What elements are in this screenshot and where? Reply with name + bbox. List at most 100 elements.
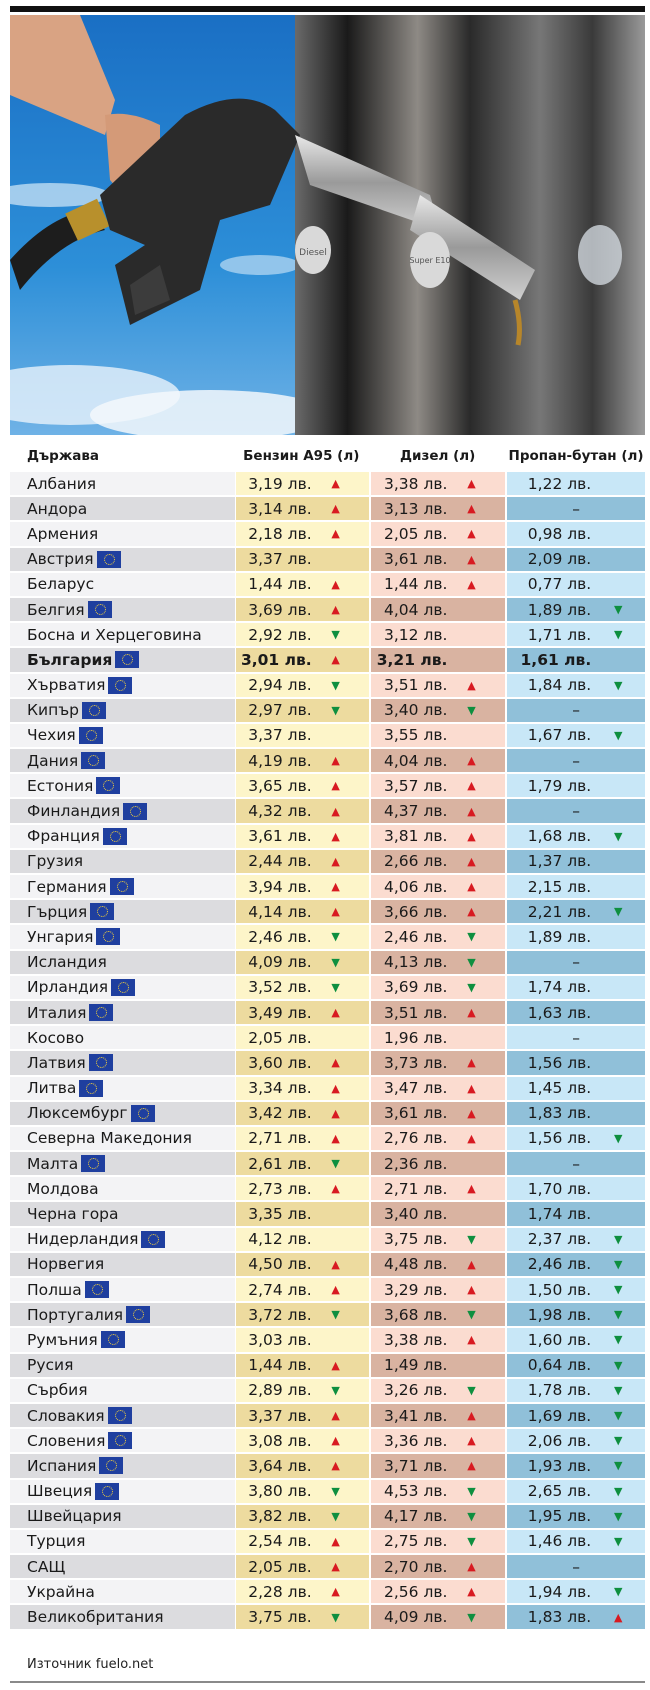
price-value: 2,61 лв. xyxy=(248,1154,312,1173)
lpg-price-cell: 2,09 лв. xyxy=(507,547,645,571)
country-cell: Полша xyxy=(10,1278,235,1302)
trend-up-icon: ▲ xyxy=(331,1434,340,1448)
price-value: 4,04 лв. xyxy=(384,600,448,619)
a95-price-cell: 2,05 лв. xyxy=(235,1026,370,1050)
trend-down-icon: ▼ xyxy=(613,1484,623,1498)
price-value: – xyxy=(572,1028,580,1047)
country-name: Нидерландия xyxy=(27,1230,139,1249)
trend-down-icon: ▼ xyxy=(613,1257,623,1271)
lpg-price-cell: 1,70 лв. xyxy=(507,1177,645,1201)
trend-down-icon: ▼ xyxy=(613,1585,623,1599)
price-value: 1,96 лв. xyxy=(384,1028,448,1047)
price-value: 2,89 лв. xyxy=(248,1381,312,1400)
trend-up-icon: ▲ xyxy=(331,477,340,491)
country-cell: Швеция xyxy=(10,1479,235,1503)
price-value: 3,69 лв. xyxy=(384,978,448,997)
trend-down-icon: ▼ xyxy=(613,628,623,642)
trend-down-icon: ▼ xyxy=(613,829,623,843)
lpg-price-cell: 2,46 лв. ▼ xyxy=(507,1252,645,1276)
diesel-price-cell: 3,41 лв. ▲ xyxy=(371,1403,506,1428)
price-value: 4,19 лв. xyxy=(248,751,312,770)
trend-down-icon: ▼ xyxy=(331,1610,340,1624)
price-value: 4,09 лв. xyxy=(384,1608,448,1627)
lpg-price-cell: 1,94 лв. ▼ xyxy=(507,1580,645,1604)
lpg-price-cell: 0,77 лв. xyxy=(507,572,645,596)
country-name: Дания xyxy=(27,751,79,770)
diesel-price-cell: 3,51 лв. ▲ xyxy=(371,1000,506,1025)
price-value: 2,36 лв. xyxy=(384,1154,448,1173)
trend-down-icon: ▼ xyxy=(467,1534,476,1548)
trend-down-icon: ▼ xyxy=(331,678,340,692)
price-value: 1,46 лв. xyxy=(527,1532,592,1551)
country-cell: Сърбия xyxy=(10,1378,235,1402)
price-value: 2,09 лв. xyxy=(527,550,592,569)
lpg-price-cell: 1,89 лв. ▼ xyxy=(507,597,645,622)
price-value: 2,28 лв. xyxy=(248,1582,312,1601)
a95-price-cell: 1,44 лв. ▲ xyxy=(235,572,370,596)
country-cell: Беларус xyxy=(10,572,235,596)
country-cell: Словения xyxy=(10,1429,235,1453)
price-value: 1,89 лв. xyxy=(527,927,592,946)
price-value: 2,46 лв. xyxy=(527,1255,592,1274)
table-row: Чехия 3,37 лв. 3,55 лв. 1,67 лв. ▼ xyxy=(10,721,645,748)
price-value: 3,68 лв. xyxy=(384,1305,448,1324)
a95-price-cell: 2,73 лв. ▲ xyxy=(235,1177,370,1201)
price-value: 3,80 лв. xyxy=(248,1482,312,1501)
country-cell: Латвия xyxy=(10,1051,235,1075)
price-value: 1,44 лв. xyxy=(248,1356,312,1375)
country-name: Литва xyxy=(27,1079,77,1098)
country-cell: Русия xyxy=(10,1353,235,1377)
header-diesel: Дизел (л) xyxy=(400,447,476,464)
price-value: 3,49 лв. xyxy=(248,1003,312,1022)
price-value: 3,42 лв. xyxy=(248,1104,312,1123)
a95-price-cell: 2,97 лв. ▼ xyxy=(235,698,370,722)
trend-up-icon: ▲ xyxy=(331,854,340,868)
price-value: 1,50 лв. xyxy=(527,1280,592,1299)
lpg-price-cell: 0,64 лв. ▼ xyxy=(507,1353,645,1377)
country-name: Словакия xyxy=(27,1406,105,1425)
trend-down-icon: ▼ xyxy=(613,1534,623,1548)
trend-down-icon: ▼ xyxy=(331,955,340,969)
trend-down-icon: ▼ xyxy=(613,1383,623,1397)
price-value: 1,22 лв. xyxy=(527,474,592,493)
price-value: 1,49 лв. xyxy=(384,1356,448,1375)
fuel-nozzle-photo: Diesel Super E10 xyxy=(10,15,645,435)
table-row: Норвегия 4,50 лв. ▲ 4,48 лв. ▲ 2,46 лв. ▼ xyxy=(10,1250,645,1276)
price-value: 1,44 лв. xyxy=(384,575,448,594)
country-cell: Турция xyxy=(10,1529,235,1554)
trend-up-icon: ▲ xyxy=(331,527,340,541)
lpg-price-cell: 1,83 лв. xyxy=(507,1101,645,1125)
trend-up-icon: ▲ xyxy=(331,1006,340,1020)
trend-up-icon: ▲ xyxy=(467,1006,476,1020)
price-value: 3,60 лв. xyxy=(248,1053,312,1072)
trend-down-icon: ▼ xyxy=(467,1509,476,1523)
country-cell: Гърция xyxy=(10,900,235,924)
price-value: 2,94 лв. xyxy=(248,676,312,695)
price-value: 3,37 лв. xyxy=(248,1406,312,1425)
price-value: 2,73 лв. xyxy=(248,1179,312,1198)
price-value: 3,26 лв. xyxy=(384,1381,448,1400)
price-value: 3,03 лв. xyxy=(248,1330,312,1349)
table-row: Косово 2,05 лв. 1,96 лв. – xyxy=(10,1024,645,1050)
price-value: 1,56 лв. xyxy=(527,1053,592,1072)
price-value: 4,06 лв. xyxy=(384,877,448,896)
country-name: Украйна xyxy=(27,1582,95,1601)
price-value: 1,69 лв. xyxy=(527,1406,592,1425)
price-value: 1,74 лв. xyxy=(527,1205,592,1224)
a95-price-cell: 4,12 лв. xyxy=(235,1227,370,1251)
diesel-price-cell: 3,13 лв. ▲ xyxy=(371,497,506,521)
diesel-price-cell: 4,37 лв. ▲ xyxy=(371,799,506,823)
price-value: 3,35 лв. xyxy=(248,1205,312,1224)
country-name: Франция xyxy=(27,827,100,846)
price-value: 1,67 лв. xyxy=(527,726,592,745)
price-value: 3,65 лв. xyxy=(248,776,312,795)
trend-up-icon: ▲ xyxy=(467,1585,476,1599)
country-cell: Андора xyxy=(10,497,235,521)
price-value: 2,05 лв. xyxy=(384,524,448,543)
diesel-price-cell: 2,76 лв. ▲ xyxy=(371,1126,506,1151)
country-cell: България xyxy=(10,648,235,672)
lpg-price-cell: – xyxy=(507,1152,645,1176)
diesel-price-cell: 4,09 лв. ▼ xyxy=(371,1605,506,1629)
price-value: 3,13 лв. xyxy=(384,499,448,518)
price-value: – xyxy=(572,802,580,821)
